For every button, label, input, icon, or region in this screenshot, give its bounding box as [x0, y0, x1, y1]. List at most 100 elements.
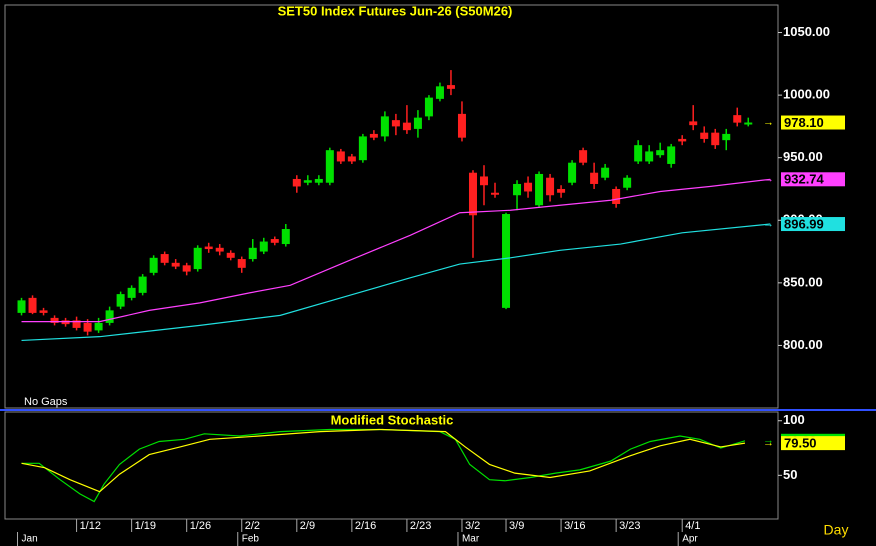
month-label: Apr [682, 534, 698, 545]
y-tick-label: 850.00 [783, 274, 823, 289]
tag-box [781, 172, 845, 187]
candle-body [83, 322, 92, 332]
candle-body [435, 86, 444, 99]
candle-body [667, 146, 676, 164]
tag-box [781, 436, 845, 451]
candle-body [325, 150, 334, 183]
candle-body [546, 177, 555, 196]
candle-body [402, 122, 411, 131]
month-label: Feb [242, 534, 260, 545]
month-label: Mar [462, 534, 480, 545]
x-tick-label: 2/2 [245, 520, 260, 532]
x-tick-label: 3/9 [509, 520, 524, 532]
candle-body [557, 188, 566, 193]
x-tick-label: 2/9 [300, 520, 315, 532]
candle-body [61, 320, 70, 325]
tag-arrow: → [763, 435, 774, 447]
tag-label: 932.74 [784, 172, 825, 187]
period-label: Day [824, 522, 849, 538]
candle-body [50, 317, 59, 323]
month-label: Jan [22, 534, 38, 545]
candle-body [645, 151, 654, 162]
candle-body [656, 150, 665, 156]
candle-body [171, 262, 180, 267]
chart-title: SET50 Index Futures Jun-26 (S50M26) [278, 3, 513, 18]
stoch-panel [4, 411, 779, 520]
candle-body [502, 214, 511, 308]
candle-body [700, 132, 709, 139]
candle-body [28, 297, 37, 313]
candle-body [149, 257, 158, 273]
candle-body [579, 150, 588, 163]
price-panel [4, 4, 779, 409]
candle-body [601, 167, 610, 178]
x-tick-label: 2/16 [355, 520, 376, 532]
candle-body [634, 145, 643, 162]
candle-body [468, 172, 477, 216]
candle-body [94, 322, 103, 331]
candle-body [314, 178, 323, 183]
candle-body [413, 117, 422, 129]
tag-arrow: → [763, 116, 774, 128]
candle-body [358, 136, 367, 161]
candle-body [237, 259, 246, 268]
candle-body [733, 115, 742, 123]
candle-body [39, 310, 48, 313]
candle-body [215, 247, 224, 252]
candle-body [336, 151, 345, 162]
candle-body [446, 85, 455, 89]
candle-body [391, 120, 400, 127]
y-tick-label: 800.00 [783, 337, 823, 352]
indicator-line [21, 428, 746, 493]
x-tick-label: 1/12 [80, 520, 101, 532]
candle-body [105, 310, 114, 323]
tag-box [781, 217, 845, 232]
candle-body [369, 133, 378, 138]
candle-body [248, 247, 257, 260]
candle-body [116, 294, 125, 307]
x-tick-label: 3/2 [465, 520, 480, 532]
candle-body [711, 132, 720, 146]
annotation: No Gaps [24, 396, 68, 408]
x-tick-label: 1/26 [190, 520, 211, 532]
x-tick-label: 4/1 [685, 520, 700, 532]
candle-body [72, 320, 81, 328]
candle-body [259, 241, 268, 252]
y-tick-label: 100 [783, 412, 805, 427]
candle-body [204, 246, 213, 250]
x-tick-label: 2/23 [410, 520, 431, 532]
candle-body [193, 247, 202, 270]
indicator-line [21, 178, 771, 323]
candle-body [568, 162, 577, 183]
candle-body [182, 265, 191, 272]
candle-body [722, 133, 731, 141]
stoch-title: Modified Stochastic [331, 412, 454, 427]
y-tick-label: 1000.00 [783, 87, 830, 102]
candle-body [491, 192, 500, 195]
candle-body [160, 254, 169, 263]
candle-body [678, 138, 687, 142]
candle-body [513, 183, 522, 196]
candle-body [292, 178, 301, 187]
indicator-line [21, 223, 771, 342]
candle-body [270, 239, 279, 243]
candle-body [590, 172, 599, 184]
tag-label: 79.50 [784, 436, 817, 451]
tag-arrow: → [763, 437, 774, 449]
tag-arrow: → [763, 218, 774, 230]
candle-body [612, 188, 621, 204]
tag-arrow: → [763, 173, 774, 185]
candle-body [457, 113, 466, 138]
tag-box [781, 115, 845, 130]
tag-label: 896.99 [784, 216, 824, 231]
x-tick-label: 3/16 [564, 520, 585, 532]
candle-body [380, 116, 389, 137]
candle-body [17, 300, 26, 313]
candle-body [127, 287, 136, 298]
candle-body [138, 276, 147, 293]
y-tick-label: 50 [783, 467, 797, 482]
candle-body [303, 180, 312, 183]
candle-body [524, 182, 533, 192]
candle-body [479, 176, 488, 186]
